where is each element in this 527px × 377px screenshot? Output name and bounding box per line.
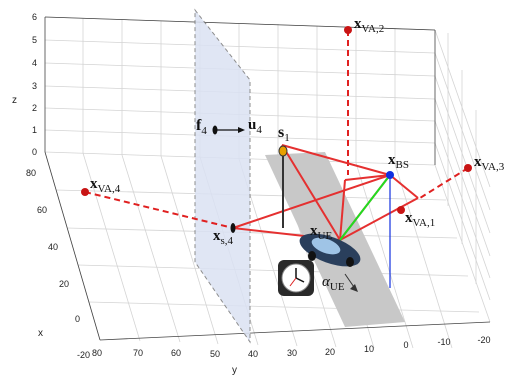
y-tick: 0 (403, 340, 408, 350)
x-tick: 0 (75, 314, 80, 324)
clock-icon (278, 260, 314, 296)
street-lamp-icon (278, 145, 288, 228)
va2-label: xVA,2 (354, 16, 384, 35)
x-tick: 40 (48, 242, 58, 252)
va3-label: xVA,3 (474, 154, 505, 173)
car-icon (299, 233, 361, 267)
z-tick: 4 (32, 58, 37, 68)
heading-label: αUE (322, 274, 345, 293)
z-tick: 0 (32, 147, 37, 157)
y-tick: -20 (477, 335, 490, 345)
va1-label: xVA,1 (405, 210, 435, 229)
bs-point (386, 171, 394, 179)
heading-arrow (344, 273, 358, 292)
z-tick: 6 (32, 12, 37, 22)
va3-point (464, 164, 472, 172)
y-ticks: 80 70 60 50 40 30 20 10 0 -10 -20 (92, 335, 491, 359)
y-tick: 40 (248, 349, 258, 359)
side-wall-grid (434, 29, 491, 323)
y-tick: 20 (325, 347, 335, 357)
axes-box (44, 16, 491, 341)
y-tick: 80 (92, 348, 102, 358)
tangent-label: u4 (248, 117, 262, 136)
normal-label: f4 (196, 117, 207, 137)
scatter-point (230, 223, 236, 233)
x-tick: -20 (77, 350, 90, 360)
floor-grid (44, 151, 480, 349)
x-tick: 80 (26, 168, 36, 178)
y-tick: -10 (437, 337, 450, 347)
va2-point (344, 26, 352, 34)
z-tick: 2 (32, 103, 37, 113)
x-axis-label: x (38, 328, 43, 339)
reflector-plane (194, 8, 251, 344)
y-tick: 70 (133, 348, 143, 358)
z-tick: 5 (32, 35, 37, 45)
y-tick: 10 (364, 344, 374, 354)
x-ticks: 80 60 40 20 0 -20 (26, 168, 90, 360)
y-tick: 30 (287, 348, 297, 358)
va1-point (397, 206, 405, 214)
y-tick: 50 (210, 349, 220, 359)
x-tick: 60 (37, 205, 47, 215)
normal-vector (212, 125, 245, 135)
z-tick: 3 (32, 81, 37, 91)
va4-point (81, 188, 89, 196)
los-ray (339, 174, 391, 241)
y-tick: 60 (171, 348, 181, 358)
virtual-anchor-links (84, 30, 469, 229)
x-tick: 20 (59, 279, 69, 289)
va4-label: xVA,4 (90, 176, 121, 195)
ue-label: xUE (310, 223, 332, 242)
lamp-label: s1 (278, 124, 290, 144)
z-axis-label: z (12, 95, 17, 106)
bs-label: xBS (388, 152, 409, 171)
z-tick: 1 (32, 125, 37, 135)
scatter-label: xs,4 (213, 228, 234, 247)
y-axis-label: y (232, 365, 237, 376)
z-ticks: 0 1 2 3 4 5 6 (32, 12, 37, 157)
